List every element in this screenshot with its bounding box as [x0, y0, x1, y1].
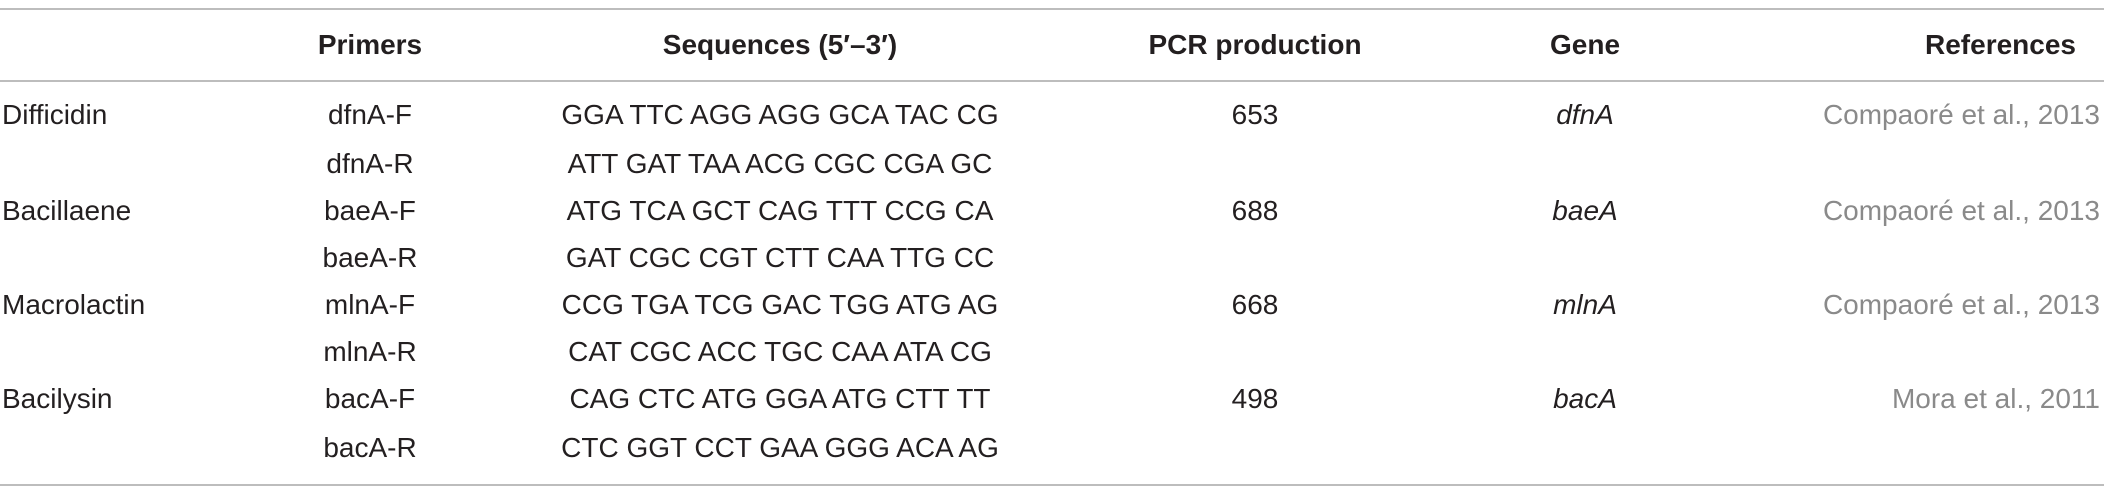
cell-gene — [1460, 140, 1710, 187]
cell-sequence: GAT CGC CGT CTT CAA TTG CC — [565, 241, 995, 273]
table-row: Macrolactin mlnA-F CCG TGA TCG GAC TGG A… — [0, 281, 2104, 328]
cell-sequence: CAG CTC ATG GGA ATG CTT TT — [569, 382, 991, 414]
table-row: baeA-R GAT CGC CGT CTT CAA TTG CC — [0, 234, 2104, 281]
header-row: Primers Sequences (5′–3′) PCR production… — [0, 9, 2104, 81]
cell-primer: dfnA-F — [327, 99, 413, 130]
cell-gene: dfnA — [1556, 99, 1614, 130]
table-row: Bacillaene baeA-F ATG TCA GCT CAG TTT CC… — [0, 187, 2104, 234]
cell-gene — [1460, 422, 1710, 485]
table-row: Difficidin dfnA-F GGA TTC AGG AGG GCA TA… — [0, 81, 2104, 140]
cell-reference: Mora et al., 2011 — [1891, 382, 2100, 414]
cell-primer: bacA-F — [324, 382, 416, 414]
primer-table: Primers Sequences (5′–3′) PCR production… — [0, 8, 2104, 486]
table-body: Difficidin dfnA-F GGA TTC AGG AGG GCA TA… — [0, 81, 2104, 485]
cell-pcr: 498 — [1231, 382, 1279, 414]
header-pcr-production: PCR production — [1148, 29, 1362, 60]
header-references: References — [1925, 29, 2076, 60]
cell-compound: Macrolactin — [2, 288, 146, 320]
cell-pcr — [1050, 140, 1460, 187]
cell-compound: Bacillaene — [2, 194, 132, 226]
cell-gene — [1460, 328, 1710, 375]
cell-pcr: 653 — [1231, 99, 1279, 130]
table-row: Bacilysin bacA-F CAG CTC ATG GGA ATG CTT… — [0, 375, 2104, 422]
cell-reference — [1710, 328, 2104, 375]
cell-compound — [0, 422, 230, 485]
cell-sequence: CTC GGT CCT GAA GGG ACA AG — [561, 432, 999, 463]
cell-primer: bacA-R — [323, 432, 417, 463]
cell-reference: Compaoré et al., 2013 — [1822, 288, 2100, 320]
cell-reference — [1710, 422, 2104, 485]
table-row: dfnA-R ATT GAT TAA ACG CGC CGA GC — [0, 140, 2104, 187]
table-row: mlnA-R CAT CGC ACC TGC CAA ATA CG — [0, 328, 2104, 375]
cell-compound — [0, 328, 230, 375]
cell-gene — [1460, 234, 1710, 281]
header-gene: Gene — [1549, 29, 1621, 60]
header-sequences: Sequences (5′–3′) — [662, 29, 898, 60]
cell-sequence: CCG TGA TCG GAC TGG ATG AG — [561, 288, 999, 320]
cell-gene: baeA — [1552, 194, 1618, 226]
cell-compound: Difficidin — [2, 99, 108, 130]
cell-gene: mlnA — [1553, 288, 1617, 320]
cell-reference: Compaoré et al., 2013 — [1822, 194, 2100, 226]
cell-pcr: 688 — [1231, 194, 1279, 226]
cell-primer: baeA-F — [324, 194, 416, 226]
cell-primer: dfnA-R — [326, 147, 414, 179]
cell-reference: Compaoré et al., 2013 — [1822, 99, 2100, 130]
cell-sequence: CAT CGC ACC TGC CAA ATA CG — [568, 335, 992, 367]
cell-sequence: GGA TTC AGG AGG GCA TAC CG — [561, 99, 999, 130]
cell-primer: mlnA-F — [324, 288, 416, 320]
table-header: Primers Sequences (5′–3′) PCR production… — [0, 9, 2104, 81]
cell-gene: bacA — [1553, 382, 1617, 414]
header-primers: Primers — [317, 29, 423, 60]
cell-sequence: ATG TCA GCT CAG TTT CCG CA — [566, 194, 994, 226]
cell-primer: mlnA-R — [323, 335, 417, 367]
cell-compound — [0, 234, 230, 281]
cell-sequence: ATT GAT TAA ACG CGC CGA GC — [567, 147, 993, 179]
table-row: bacA-R CTC GGT CCT GAA GGG ACA AG — [0, 422, 2104, 485]
cell-pcr — [1050, 422, 1460, 485]
cell-reference — [1710, 140, 2104, 187]
cell-reference — [1710, 234, 2104, 281]
header-compound — [0, 9, 230, 81]
cell-compound: Bacilysin — [2, 382, 113, 414]
cell-pcr — [1050, 234, 1460, 281]
cell-primer: baeA-R — [322, 241, 418, 273]
cell-compound — [0, 140, 230, 187]
cell-pcr: 668 — [1231, 288, 1279, 320]
cell-pcr — [1050, 328, 1460, 375]
